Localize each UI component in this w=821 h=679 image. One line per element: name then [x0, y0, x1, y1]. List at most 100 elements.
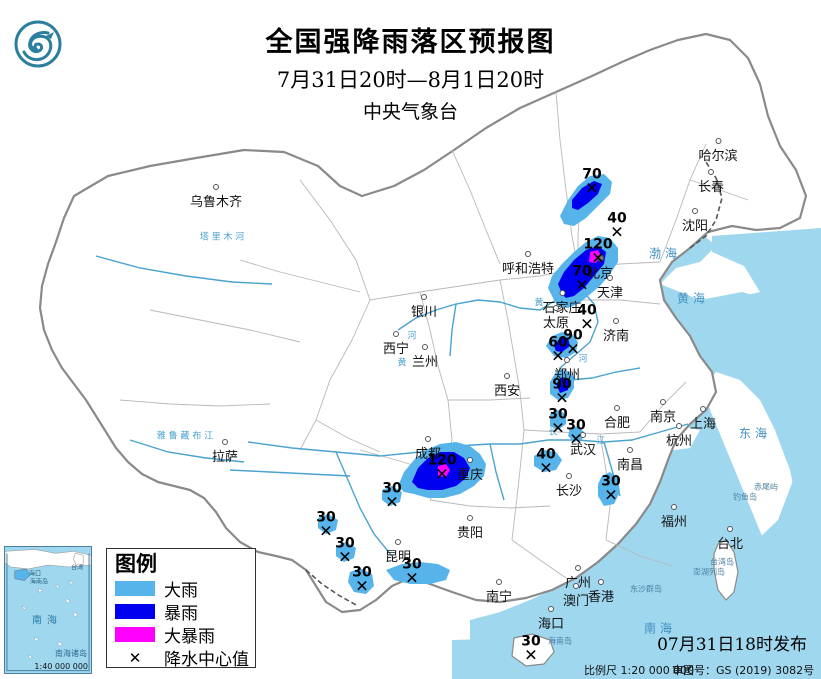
city-dot — [524, 251, 531, 257]
city-dot — [503, 373, 510, 379]
national-boundary-dashed — [305, 161, 723, 607]
city-dot — [421, 344, 428, 350]
rain-area-yunnan — [318, 486, 450, 594]
river-label-3: 江 — [596, 436, 606, 447]
city-dot — [714, 138, 721, 144]
inset-label-south-sea: 南海 — [32, 615, 62, 627]
city-label-上海: 上海 — [690, 406, 716, 432]
city-label-哈尔滨: 哈尔滨 — [698, 138, 738, 164]
city-dot — [613, 405, 620, 411]
city-label-拉萨: 拉萨 — [212, 439, 238, 465]
legend-title: 图例 — [115, 552, 157, 576]
city-label-长春: 长春 — [698, 169, 724, 195]
rain-area-north — [560, 174, 612, 226]
city-label-呼和浩特: 呼和浩特 — [502, 251, 554, 277]
inset-label-taiwan: 台湾 — [70, 564, 84, 572]
legend-label-3: 降水中心值 — [164, 650, 249, 671]
city-label-海口: 海口 — [538, 606, 564, 632]
issue-time: 07月31日18时发布 — [657, 635, 807, 655]
city-dot — [572, 583, 579, 589]
river-label-7: 雅 鲁 藏 布 江 — [156, 431, 214, 442]
rain-area-sichuan — [398, 442, 486, 498]
precip-center-x-icon: ✕ — [128, 648, 142, 667]
city-dot — [606, 275, 613, 281]
river-label-1: 河 — [578, 354, 588, 365]
cma-dragon-logo-icon — [10, 16, 66, 72]
river-label-0: 黄 — [534, 298, 544, 309]
city-dot — [691, 208, 698, 214]
legend-label-0: 大雨 — [164, 581, 198, 602]
city-label-合肥: 合肥 — [604, 405, 630, 431]
city-label-香港: 香港 — [588, 579, 614, 605]
map-scale: 比例尺 1:20 000 000 — [584, 664, 695, 677]
city-label-郑州: 郑州 — [554, 357, 580, 383]
city-dot — [424, 436, 431, 442]
inset-label-hainan-island: 海南岛 — [29, 578, 49, 586]
city-dot — [597, 579, 604, 585]
south-china-sea-inset: 海口 海南岛 台湾 南海 南海诸岛 1:40 000 000 — [4, 546, 92, 674]
legend-swatch-0 — [115, 581, 155, 597]
rain-area-henan — [546, 332, 578, 400]
legend-rows: 大雨 暴雨 大暴雨 ✕ 降水中心值 — [115, 577, 249, 671]
island-label-赤尾屿: 赤尾屿 — [754, 482, 778, 492]
city-dot — [420, 294, 427, 300]
city-dot — [558, 290, 565, 296]
city-dot — [612, 318, 619, 324]
legend-swatch-1 — [115, 604, 155, 620]
city-dot — [552, 305, 559, 311]
island-label-台湾岛: 台湾岛 — [710, 557, 734, 567]
taiwan-island — [713, 539, 739, 601]
sea-label-南海: 南海 — [643, 621, 677, 636]
city-dot — [707, 169, 714, 175]
city-dot — [659, 399, 666, 405]
city-label-北京: 北京 — [587, 254, 613, 282]
city-dot — [212, 184, 219, 190]
city-label-福州: 福州 — [661, 504, 687, 530]
city-label-昆明: 昆明 — [385, 539, 411, 565]
city-label-成都: 成都 — [415, 436, 441, 462]
city-label-乌鲁木齐: 乌鲁木齐 — [190, 184, 242, 210]
island-label-澎湖列岛: 澎湖列岛 — [693, 567, 725, 577]
city-dot — [574, 565, 581, 571]
sea-label-渤海: 渤海 — [648, 246, 682, 261]
city-dot — [626, 447, 633, 453]
city-dot — [596, 254, 604, 262]
province-borders — [119, 91, 749, 579]
city-label-南昌: 南昌 — [617, 447, 643, 473]
legend-label-2: 大暴雨 — [164, 627, 215, 648]
inset-title: 南海诸岛 — [55, 649, 87, 658]
legend-swatch-2 — [115, 627, 155, 643]
china-landmass — [38, 32, 808, 614]
city-label-杭州: 杭州 — [666, 423, 692, 449]
river-label-2: 长 — [548, 427, 558, 438]
city-dot — [466, 457, 473, 463]
city-dot — [547, 606, 554, 612]
sea-label-黄海: 黄海 — [676, 291, 710, 306]
city-dot — [675, 423, 682, 429]
city-dot — [495, 579, 502, 585]
legend-item-2: 大暴雨 — [115, 623, 249, 648]
city-dot — [579, 432, 586, 438]
city-dot — [392, 331, 399, 337]
city-label-南宁: 南宁 — [486, 579, 512, 605]
legend-label-1: 暴雨 — [164, 604, 198, 625]
city-label-台北: 台北 — [717, 526, 743, 552]
legend-item-0: 大雨 — [115, 577, 249, 602]
legend-item-3: ✕ 降水中心值 — [115, 646, 249, 671]
rain-area-jiangxi — [534, 450, 620, 506]
hainan-island — [511, 633, 555, 667]
city-dot — [466, 515, 473, 521]
city-dot — [565, 473, 572, 479]
city-dot — [670, 504, 677, 510]
city-label-武汉: 武汉 — [570, 432, 596, 458]
city-dot — [726, 526, 733, 532]
city-dot — [699, 406, 706, 412]
city-label-沈阳: 沈阳 — [682, 208, 708, 234]
city-label-贵阳: 贵阳 — [457, 515, 483, 541]
east-sea-block — [452, 228, 821, 679]
inset-scale: 1:40 000 000 — [34, 662, 88, 671]
legend-box: 图例 大雨 暴雨 大暴雨 ✕ 降水中心值 — [106, 548, 256, 671]
island-label-东沙群岛: 东沙群岛 — [630, 584, 662, 594]
city-label-太原: 太原 — [543, 305, 569, 331]
